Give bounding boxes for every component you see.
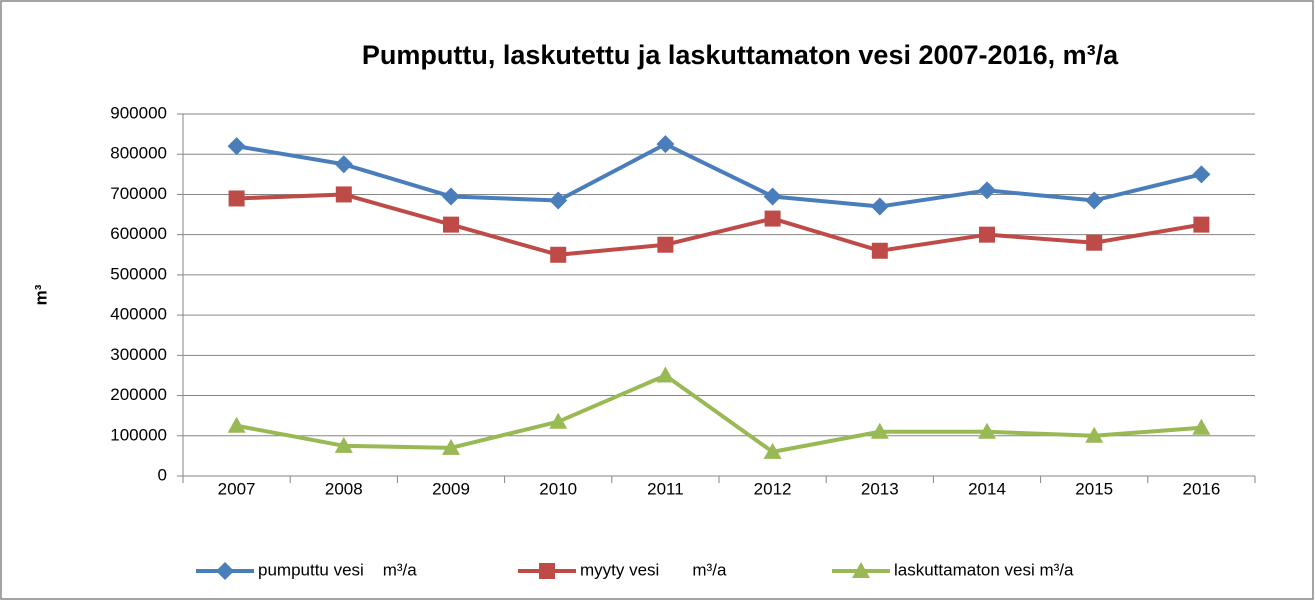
marker [227, 416, 246, 433]
chart-title: Pumputtu, laskutettu ja laskuttamaton ve… [362, 40, 1119, 70]
marker [1085, 191, 1104, 210]
marker [549, 412, 568, 429]
marker [550, 246, 567, 263]
marker [1085, 426, 1104, 443]
y-tick-label: 900000 [110, 103, 167, 122]
y-tick-label: 400000 [110, 305, 167, 324]
marker [763, 442, 782, 459]
legend-label: myyty vesi m³/a [580, 560, 727, 579]
x-tick-label: 2013 [861, 479, 899, 498]
y-tick-label: 200000 [110, 385, 167, 404]
marker [1192, 165, 1211, 184]
marker [334, 436, 353, 453]
y-tick-label: 100000 [110, 425, 167, 444]
marker [870, 422, 889, 439]
x-tick-label: 2012 [754, 479, 792, 498]
x-tick-label: 2010 [539, 479, 577, 498]
marker [549, 191, 568, 210]
marker [334, 155, 353, 174]
marker [1086, 234, 1103, 251]
x-tick-label: 2016 [1182, 479, 1220, 498]
x-tick-label: 2015 [1075, 479, 1113, 498]
y-tick-label: 300000 [110, 345, 167, 364]
x-tick-label: 2009 [432, 479, 470, 498]
marker [335, 186, 352, 203]
x-tick-label: 2011 [647, 479, 684, 498]
series-line [236, 373, 1202, 454]
series-line [236, 142, 1202, 209]
marker [442, 187, 460, 206]
marker [227, 137, 246, 156]
marker [1193, 216, 1210, 233]
marker [228, 190, 245, 207]
x-tick-label: 2008 [325, 479, 363, 498]
marker [657, 236, 674, 253]
legend-label: pumputtu vesi m³/a [258, 560, 417, 579]
y-tick-label: 800000 [110, 144, 167, 163]
legend-label: laskuttamaton vesi m³/a [894, 560, 1074, 579]
marker [216, 562, 234, 580]
x-tick-label: 2007 [218, 479, 256, 498]
y-tick-label: 600000 [110, 224, 167, 243]
y-axis-label: m³ [31, 284, 50, 305]
marker [852, 562, 870, 578]
marker [443, 216, 459, 233]
marker [763, 187, 782, 206]
marker [764, 210, 781, 227]
marker [656, 366, 675, 383]
marker [539, 563, 555, 579]
marker [870, 197, 889, 216]
y-tick-label: 0 [158, 465, 167, 484]
marker [871, 242, 888, 259]
marker [656, 135, 675, 154]
marker [442, 438, 460, 455]
y-tick-label: 700000 [110, 184, 167, 203]
series-line [236, 192, 1202, 257]
marker [978, 181, 996, 200]
marker [978, 422, 996, 439]
x-tick-label: 2014 [968, 479, 1006, 498]
y-tick-label: 500000 [110, 264, 167, 283]
marker [979, 226, 995, 243]
marker [1192, 418, 1211, 435]
